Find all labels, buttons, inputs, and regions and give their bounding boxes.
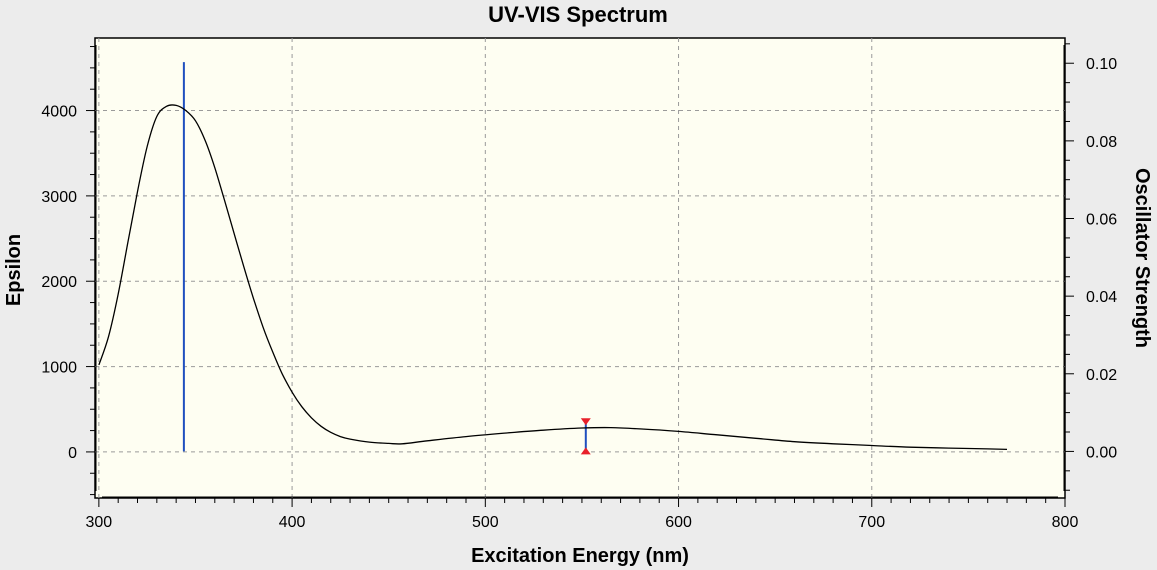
y2-tick-label: 0.10	[1086, 56, 1117, 73]
x-axis: 300 400 500 600 700 800	[86, 496, 1079, 531]
y2-axis-title: Oscillator Strength	[1131, 168, 1153, 348]
x-tick-label: 700	[858, 514, 885, 531]
x-tick-label: 300	[86, 514, 113, 531]
y2-tick-label: 0.08	[1086, 134, 1117, 151]
x-tick-label: 600	[665, 514, 692, 531]
y-tick-label: 0	[68, 445, 77, 462]
epsilon-curve	[98, 104, 1008, 451]
y-tick-label: 3000	[41, 189, 77, 206]
x-axis-title: Excitation Energy (nm)	[471, 545, 689, 567]
y2-tick-label: 0.02	[1086, 367, 1117, 384]
chart-title: UV-VIS Spectrum	[488, 2, 668, 27]
y-tick-label: 4000	[41, 104, 77, 121]
stick-bottom-marker	[580, 447, 591, 455]
x-tick-label: 800	[1052, 514, 1079, 531]
y2-axis: 0.00 0.02 0.04 0.06 0.08 0.10	[1063, 43, 1117, 491]
plot-area	[94, 37, 1066, 499]
x-tick-label: 400	[279, 514, 306, 531]
y-tick-label: 1000	[41, 360, 77, 377]
y2-tick-label: 0.04	[1086, 289, 1117, 306]
y-axis: 0 1000 2000 3000 4000	[41, 45, 97, 496]
y2-tick-label: 0.00	[1086, 444, 1117, 461]
stick-top-marker	[580, 418, 591, 426]
grid	[95, 38, 1065, 498]
y-tick-label: 2000	[41, 274, 77, 291]
y-axis-title: Epsilon	[3, 234, 25, 306]
x-tick-label: 500	[472, 514, 499, 531]
y2-tick-label: 0.06	[1086, 212, 1117, 229]
oscillator-sticks	[182, 62, 591, 455]
